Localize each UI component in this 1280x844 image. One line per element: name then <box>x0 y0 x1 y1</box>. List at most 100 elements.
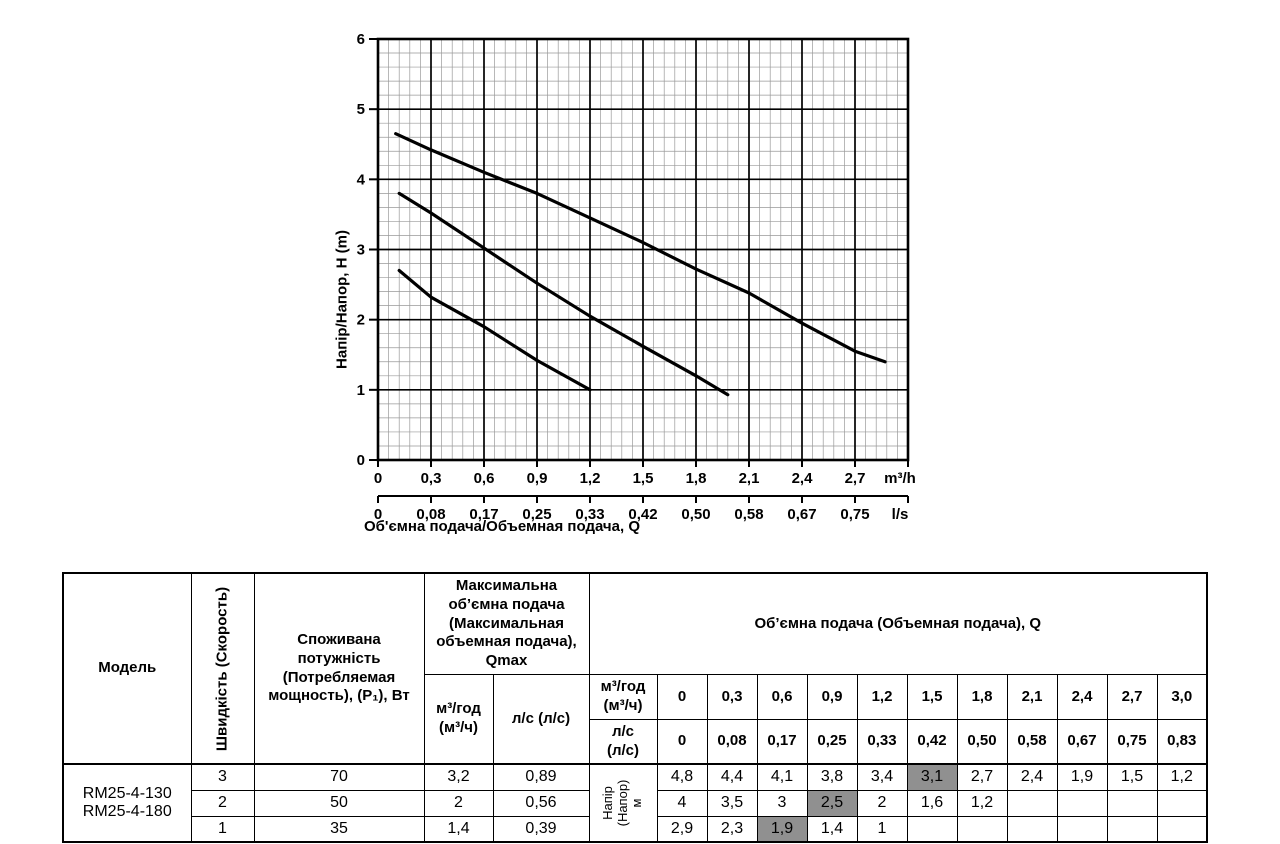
q-col-ls: 0,08 <box>706 719 758 765</box>
col-header-model: Модель <box>62 572 192 765</box>
q-row-unit-ls: л/с (л/с) <box>588 719 658 765</box>
q-col-m3h: 1,2 <box>856 674 908 720</box>
qmax-ls-cell: 0,56 <box>492 789 590 817</box>
pump-curves <box>394 132 887 397</box>
x2-tick-label: 0,58 <box>734 506 763 523</box>
q-col-m3h: 0,9 <box>806 674 858 720</box>
header-row-q-ls: л/с (л/с) 0 0,08 0,17 0,25 0,33 0,42 0,50 0,58 0… <box>63 719 1208 765</box>
head-unit-label: Напір (Напор) м <box>600 779 645 827</box>
q-col-ls: 0 <box>656 719 708 765</box>
x-tick-label: 2,4 <box>792 470 814 487</box>
x-tick-label: 0,3 <box>421 470 442 487</box>
q-col-ls: 0,33 <box>856 719 908 765</box>
x2-tick-label: 0,17 <box>469 506 498 523</box>
x-tick-label: 0,9 <box>527 470 548 487</box>
y-tick-label: 5 <box>357 101 365 118</box>
qmax-unit-m3h: м³/год (м³/ч) <box>423 674 494 765</box>
performance-table: Модель Швидкість (Скорость) Споживана по… <box>62 572 1208 843</box>
table-row-speed-3: RM25-4-130 RM25-4-180 3 70 3,2 0,89 Напір (На… <box>62 763 1208 843</box>
qmax-m3h-cell: 3,2 <box>423 763 494 791</box>
q-col-m3h: 2,4 <box>1056 674 1108 720</box>
head-value-cell: 4,4 <box>706 763 758 791</box>
head-value-cell: 4 <box>656 789 708 817</box>
head-value-cell <box>1056 815 1108 843</box>
model-cell: RM25-4-130 RM25-4-180 <box>62 763 192 843</box>
speed-3-curve <box>394 132 887 364</box>
power-cell: 70 <box>253 763 425 791</box>
y-tick-label: 3 <box>357 242 365 259</box>
table-row-speed-1: 1 35 1,4 0,39 2,9 2,3 1,9 1,4 1 <box>63 815 1208 843</box>
speed-2-curve <box>397 191 730 397</box>
head-value-cell: 2,5 <box>806 789 858 817</box>
head-value-cell <box>956 815 1008 843</box>
qmax-ls-cell: 0,39 <box>492 815 590 843</box>
head-value-cell <box>1106 789 1158 817</box>
x2-unit-label: l/s <box>892 506 909 523</box>
pump-curve-chart: 0 1 2 3 4 5 6 0 0,3 0,6 0,9 1,2 1,5 1,8 2,1 2,4 2,7 m³/h 0… <box>330 15 970 540</box>
head-value-cell: 1,2 <box>956 789 1008 817</box>
col-header-power: Споживана потужність (Потребляемая мощно… <box>253 572 425 765</box>
head-value-cell: 4,1 <box>756 763 808 791</box>
header-row-titles: Модель Швидкість (Скорость) Споживана по… <box>62 572 1208 765</box>
q-col-m3h: 0,6 <box>756 674 808 720</box>
q-col-ls: 0,83 <box>1156 719 1208 765</box>
head-value-cell: 3,8 <box>806 763 858 791</box>
head-value-cell: 2,7 <box>956 763 1008 791</box>
head-value-cell: 1,9 <box>756 815 808 843</box>
y-tick-label: 0 <box>357 452 365 469</box>
q-col-ls: 0,67 <box>1056 719 1108 765</box>
q-col-m3h: 1,8 <box>956 674 1008 720</box>
x-tick-label: 1,8 <box>686 470 707 487</box>
x2-tick-label: 0,25 <box>522 506 551 523</box>
head-value-cell: 1,5 <box>1106 763 1158 791</box>
head-value-cell: 3,5 <box>706 789 758 817</box>
speed-header-label: Швидкість (Скорость) <box>213 586 231 751</box>
col-header-speed: Швидкість (Скорость) <box>190 572 255 765</box>
power-cell: 50 <box>253 789 425 817</box>
col-header-q: Об’ємна подача (Объемная подача), Q <box>588 572 1208 675</box>
q-col-ls: 0,50 <box>956 719 1008 765</box>
head-value-cell <box>1156 815 1208 843</box>
head-value-cell <box>1006 815 1058 843</box>
head-value-cell <box>906 815 958 843</box>
head-value-cell: 1,2 <box>1156 763 1208 791</box>
q-col-ls: 0,42 <box>906 719 958 765</box>
head-value-cell: 3,4 <box>856 763 908 791</box>
head-value-cell <box>1106 815 1158 843</box>
x-tick-label: 0,6 <box>474 470 495 487</box>
major-gridlines <box>378 39 908 460</box>
q-col-ls: 0,17 <box>756 719 808 765</box>
speed-cell: 1 <box>190 815 255 843</box>
head-value-cell <box>1156 789 1208 817</box>
qmax-unit-ls: л/с (л/с) <box>492 674 590 765</box>
col-header-qmax: Максимальна об’ємна подача (Максимальная… <box>423 572 590 675</box>
x-unit-label: m³/h <box>884 470 916 487</box>
head-value-cell: 1,9 <box>1056 763 1108 791</box>
head-value-cell: 1 <box>856 815 908 843</box>
x2-tick-label: 0,50 <box>681 506 710 523</box>
head-value-cell <box>1056 789 1108 817</box>
head-value-cell: 2,4 <box>1006 763 1058 791</box>
y-tick-label: 1 <box>357 382 365 399</box>
qmax-ls-cell: 0,89 <box>492 763 590 791</box>
x-tick-label: 1,2 <box>580 470 601 487</box>
table-row-speed-2: 2 50 2 0,56 4 3,5 3 2,5 2 1,6 1,2 <box>63 789 1208 817</box>
qmax-m3h-cell: 2 <box>423 789 494 817</box>
x-tick-label: 2,1 <box>739 470 760 487</box>
y-tick-label: 6 <box>357 31 365 48</box>
q-col-ls: 0,25 <box>806 719 858 765</box>
x2-tick-label: 0,33 <box>575 506 604 523</box>
secondary-x-axis: 0 0,08 0,17 0,25 0,33 0,42 0,50 0,58 0,67 0,75 l/s <box>374 495 909 523</box>
q-col-m3h: 0,3 <box>706 674 758 720</box>
x-tick-label: 2,7 <box>845 470 866 487</box>
head-value-cell <box>1006 789 1058 817</box>
x-tick-label: 1,5 <box>633 470 654 487</box>
q-col-m3h: 2,1 <box>1006 674 1058 720</box>
head-value-cell: 2,3 <box>706 815 758 843</box>
speed-1-curve <box>397 268 592 392</box>
head-value-cell: 2,9 <box>656 815 708 843</box>
speed-cell: 3 <box>190 763 255 791</box>
x2-tick-label: 0,67 <box>787 506 816 523</box>
